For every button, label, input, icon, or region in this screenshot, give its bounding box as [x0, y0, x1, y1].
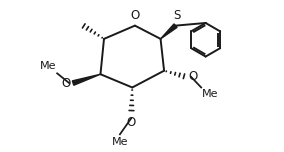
Polygon shape	[160, 24, 177, 39]
Text: O: O	[126, 116, 135, 129]
Text: Me: Me	[40, 61, 56, 71]
Text: Me: Me	[112, 137, 128, 147]
Text: S: S	[173, 9, 180, 22]
Text: O: O	[62, 77, 71, 90]
Text: Me: Me	[202, 89, 219, 99]
Text: O: O	[188, 69, 198, 83]
Text: O: O	[130, 9, 139, 22]
Polygon shape	[72, 74, 101, 85]
